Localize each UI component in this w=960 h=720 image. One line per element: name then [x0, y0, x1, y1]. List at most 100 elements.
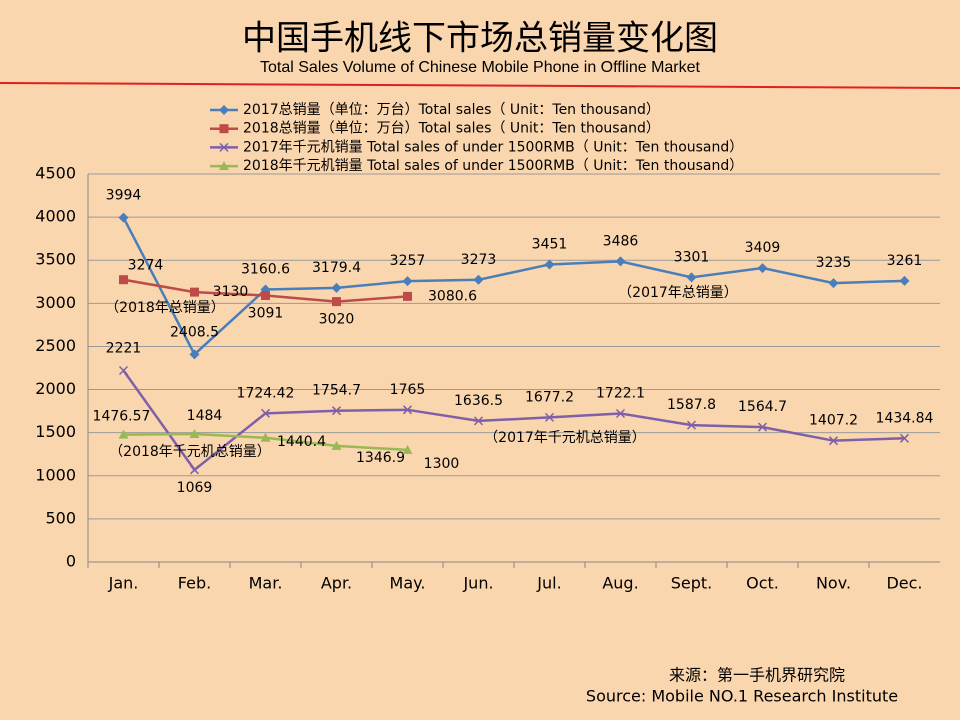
point — [260, 432, 271, 442]
data-label: 3235 — [816, 255, 852, 271]
data-label: 1069 — [177, 480, 213, 496]
y-tick-label: 3500 — [35, 250, 76, 269]
x-tick-label: Dec. — [886, 574, 922, 593]
data-label: 3273 — [461, 252, 497, 268]
source-en: Source: Mobile NO.1 Research Institute — [586, 687, 898, 706]
data-label: 1724.42 — [237, 385, 295, 401]
point — [261, 290, 270, 300]
legend-label: 2018总销量（单位：万台）Total sales（ Unit：Ten thou… — [243, 121, 660, 137]
point — [757, 263, 768, 274]
y-tick-label: 1000 — [35, 465, 76, 484]
point — [402, 444, 413, 454]
x-tick-label: Feb. — [178, 574, 211, 593]
data-label: 3130 — [213, 284, 249, 300]
data-label: 3451 — [532, 236, 568, 252]
y-tick-label: 500 — [45, 508, 76, 527]
data-label: 3994 — [106, 188, 142, 204]
point — [331, 440, 342, 450]
x-tick-label: May. — [390, 574, 426, 593]
y-tick-label: 2500 — [35, 336, 76, 355]
point — [473, 274, 484, 285]
point — [828, 436, 839, 446]
point — [189, 429, 200, 439]
point — [118, 365, 129, 376]
data-label: 3301 — [674, 249, 710, 265]
point — [189, 465, 200, 475]
point — [402, 276, 413, 287]
data-label: 1636.5 — [454, 393, 503, 409]
data-label: 1564.7 — [738, 399, 787, 415]
x-tick-label: Aug. — [602, 574, 638, 593]
data-label: 1434.84 — [876, 410, 934, 426]
point — [219, 105, 229, 115]
data-label: 3261 — [887, 253, 923, 269]
legend-label: 2017总销量（单位：万台）Total sales（ Unit：Ten thou… — [243, 102, 660, 118]
data-label: 1484 — [187, 408, 223, 424]
point — [828, 278, 839, 289]
annotation: （2017年千元机总销量） — [484, 430, 646, 446]
data-label: 3020 — [319, 312, 355, 328]
y-tick-label: 4500 — [35, 164, 76, 183]
data-label: 1765 — [390, 382, 426, 398]
y-tick-label: 4000 — [35, 207, 76, 226]
point — [190, 287, 199, 297]
y-tick-label: 0 — [66, 552, 76, 571]
point — [219, 161, 229, 171]
point — [473, 416, 484, 426]
point — [118, 212, 129, 223]
data-label: 3274 — [128, 258, 164, 274]
point — [899, 433, 910, 443]
y-tick-label: 3000 — [35, 293, 76, 312]
point — [219, 124, 229, 134]
title-rule — [0, 82, 960, 89]
annotation: （2018年总销量） — [105, 300, 225, 316]
x-tick-label: Oct. — [746, 574, 779, 593]
data-label: 3409 — [745, 240, 781, 256]
point — [615, 408, 626, 419]
point — [332, 297, 341, 307]
data-label: 3080.6 — [428, 288, 477, 304]
series-line — [122, 217, 905, 357]
data-label: 2408.5 — [170, 324, 219, 340]
point — [402, 405, 413, 415]
x-tick-label: Jul. — [536, 574, 561, 593]
data-label: 1407.2 — [809, 413, 858, 429]
point — [331, 282, 342, 293]
point — [899, 275, 910, 286]
point — [331, 406, 342, 416]
x-tick-label: Mar. — [249, 574, 283, 593]
data-label: 1300 — [424, 456, 460, 472]
source-cn: 来源：第一手机界研究院 — [669, 666, 845, 685]
chart-title: 中国手机线下市场总销量变化图 — [242, 19, 718, 59]
point — [686, 272, 697, 283]
data-label: 2221 — [106, 341, 142, 357]
annotation: （2018年千元机总销量） — [109, 444, 271, 460]
legend-label: 2018年千元机销量 Total sales of under 1500RMB（… — [243, 158, 743, 174]
point — [544, 412, 555, 422]
point — [119, 275, 128, 285]
point — [260, 408, 271, 418]
x-tick-label: Nov. — [816, 574, 851, 593]
data-label: 1346.9 — [356, 450, 405, 466]
point — [757, 422, 768, 432]
y-tick-label: 1500 — [35, 422, 76, 441]
data-label: 3257 — [390, 253, 426, 269]
chart-subtitle: Total Sales Volume of Chinese Mobile Pho… — [260, 59, 701, 76]
point — [189, 349, 200, 360]
point — [615, 256, 626, 267]
data-label: 1440.4 — [277, 434, 326, 450]
y-tick-label: 2000 — [35, 379, 76, 398]
point — [544, 259, 555, 270]
data-label: 3091 — [248, 305, 284, 321]
point — [686, 420, 697, 430]
data-label: 3179.4 — [312, 260, 361, 276]
point — [403, 291, 412, 301]
series-line — [122, 369, 905, 472]
x-tick-label: Sept. — [671, 574, 713, 593]
data-label: 1722.1 — [596, 386, 645, 402]
point — [219, 142, 229, 152]
point — [118, 429, 129, 439]
x-tick-label: Jun. — [462, 574, 493, 593]
data-label: 3160.6 — [241, 261, 290, 277]
